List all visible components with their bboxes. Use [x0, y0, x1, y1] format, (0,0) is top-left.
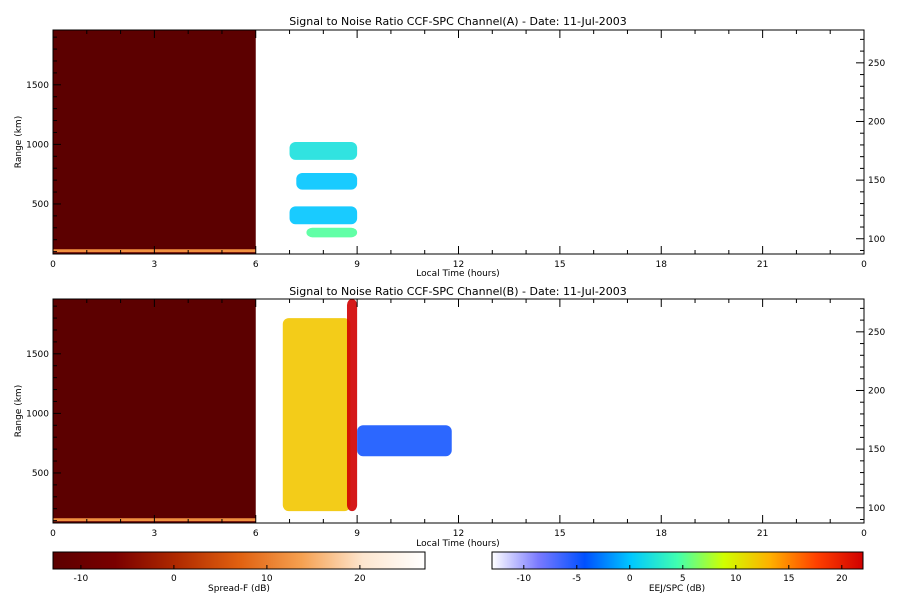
panel-a-region-3 [296, 172, 358, 190]
panel-a-xtick-label: 21 [757, 260, 768, 270]
panel-b-xtick-label: 6 [253, 529, 259, 539]
panel-a: Signal to Noise Ratio CCF-SPC Channel(A)… [14, 15, 885, 279]
panel-a-xtick-label: 0 [50, 260, 56, 270]
panel-a-xlabel: Local Time (hours) [416, 269, 499, 279]
panel-a-region-0 [53, 30, 256, 254]
panel-b-xtick-label: 0 [861, 529, 867, 539]
panel-a-ylabel: Range (km) [14, 116, 24, 168]
panel-b-y2tick-label: 200 [868, 386, 885, 396]
panel-b-region-2 [282, 318, 351, 512]
colorbar-tick-label: 10 [730, 574, 742, 584]
panel-b-y2tick-label: 100 [868, 504, 885, 514]
panel-a-y2tick-label: 250 [868, 59, 885, 69]
panel-b-ytick-label: 1500 [26, 350, 49, 360]
panel-a-xtick-label: 18 [656, 260, 668, 270]
panel-b-xtick-label: 9 [354, 529, 360, 539]
panel-a-ytick-label: 1000 [26, 140, 49, 150]
colorbar-spreadf: -10 0 10 20 Spread-F (dB) [52, 551, 426, 594]
colorbar-tick-label: 0 [171, 574, 177, 584]
colorbar-eej-ticks: -10 -5 0 5 10 15 20 [516, 565, 848, 584]
panel-b-title: Signal to Noise Ratio CCF-SPC Channel(B)… [289, 285, 627, 298]
panel-b-xtick-label: 15 [554, 529, 565, 539]
colorbar-eej-bar [491, 551, 864, 570]
colorbar-spreadf-ticks: -10 0 10 20 [74, 565, 366, 584]
panel-a-ytick-label: 500 [32, 200, 49, 210]
panel-b: Signal to Noise Ratio CCF-SPC Channel(B)… [14, 285, 885, 549]
colorbar-tick-label: 20 [354, 574, 366, 584]
panel-a-region-5 [306, 227, 358, 238]
panel-b-xtick-label: 3 [152, 529, 158, 539]
panel-a-xtick-label: 12 [453, 260, 464, 270]
panel-a-heatmap [53, 30, 358, 254]
panel-a-y2-axis: 100 150 200 250 [856, 38, 885, 251]
colorbar-tick-label: -10 [516, 574, 531, 584]
panel-a-xtick-label: 6 [253, 260, 259, 270]
panel-b-ytick-label: 500 [32, 469, 49, 479]
panel-b-y2tick-label: 250 [868, 328, 885, 338]
panel-a-region-2 [289, 142, 358, 160]
panel-b-y2tick-label: 150 [868, 445, 885, 455]
panel-b-ylabel: Range (km) [14, 385, 24, 437]
panel-b-region-0 [53, 299, 256, 523]
panel-a-y-axis: 500 1000 1500 [26, 36, 61, 253]
colorbar-tick-label: -5 [572, 574, 581, 584]
panel-b-xtick-label: 0 [50, 529, 56, 539]
panel-a-xtick-label: 0 [861, 260, 867, 270]
colorbar-spreadf-label: Spread-F (dB) [208, 584, 270, 594]
colorbar-tick-label: 5 [680, 574, 686, 584]
panel-a-xtick-label: 3 [152, 260, 158, 270]
panel-a-region-4 [289, 206, 358, 225]
panel-a-xtick-label: 15 [554, 260, 565, 270]
panel-b-ytick-label: 1000 [26, 409, 49, 419]
panel-b-y2-axis: 100 150 200 250 [856, 307, 885, 520]
panel-a-y2tick-label: 150 [868, 176, 885, 186]
panel-a-title: Signal to Noise Ratio CCF-SPC Channel(A)… [289, 15, 627, 28]
panel-b-y-axis: 500 1000 1500 [26, 305, 61, 522]
panel-b-xtick-label: 18 [656, 529, 668, 539]
colorbar-tick-label: 10 [261, 574, 273, 584]
colorbar-eej: -10 -5 0 5 10 15 20 EEJ/SPC (dB) [491, 551, 864, 594]
panel-b-region-3 [346, 299, 358, 512]
panel-a-ytick-label: 1500 [26, 81, 49, 91]
colorbar-tick-label: 20 [836, 574, 848, 584]
panel-a-y2tick-label: 200 [868, 117, 885, 127]
panel-b-xtick-label: 21 [757, 529, 768, 539]
panel-a-y2tick-label: 100 [868, 235, 885, 245]
panel-a-xtick-label: 9 [354, 260, 360, 270]
colorbar-tick-label: -10 [74, 574, 89, 584]
panel-b-region-4 [357, 425, 452, 457]
panel-b-xlabel: Local Time (hours) [416, 539, 499, 549]
panel-b-x-axis: 0 3 6 9 12 15 18 21 0 [50, 299, 867, 539]
panel-b-xtick-label: 12 [453, 529, 464, 539]
colorbar-spreadf-bar [52, 551, 426, 570]
colorbar-eej-label: EEJ/SPC (dB) [649, 584, 705, 594]
colorbar-tick-label: 0 [627, 574, 633, 584]
panel-b-heatmap [53, 299, 452, 523]
panel-a-x-axis: 0 3 6 9 12 15 18 21 0 [50, 30, 867, 270]
colorbar-tick-label: 15 [783, 574, 794, 584]
